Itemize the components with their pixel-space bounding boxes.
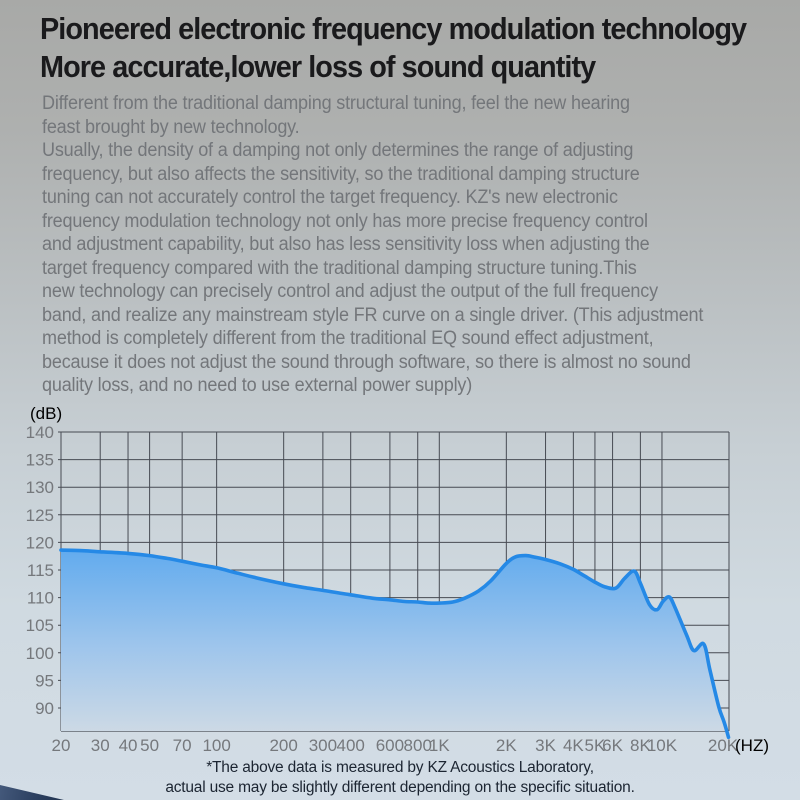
- body-line: quality loss, and no need to use externa…: [42, 375, 473, 396]
- x-tick-label: 30: [91, 736, 110, 755]
- y-tick-label: 105: [26, 616, 54, 635]
- x-tick-label: 400: [337, 736, 365, 755]
- y-tick-label: 125: [26, 506, 54, 525]
- x-tick-label: 10K: [647, 736, 678, 755]
- footnote-line-1: *The above data is measured by KZ Acoust…: [206, 759, 594, 776]
- x-tick-label: 20K: [708, 736, 739, 755]
- y-tick-label: 110: [27, 589, 54, 608]
- body-line: method is completely different from the …: [42, 328, 654, 349]
- y-tick-label: 120: [26, 533, 54, 552]
- body-line: feast brought by new technology.: [42, 116, 300, 138]
- y-tick-label: 130: [26, 478, 54, 497]
- x-tick-label: 200: [269, 736, 297, 755]
- x-tick-label: 20: [52, 736, 71, 755]
- footnote-line-2: actual use may be slightly different dep…: [165, 778, 635, 796]
- body-line: frequency, but also affects the sensitiv…: [42, 163, 640, 185]
- x-tick-label: 40: [119, 736, 138, 755]
- body-line: target frequency compared with the tradi…: [42, 257, 637, 279]
- y-tick-label: 90: [35, 699, 54, 718]
- x-tick-label: 70: [173, 736, 192, 755]
- body-line: frequency modulation technology not only…: [42, 210, 648, 232]
- y-axis-unit-label: (dB): [30, 404, 62, 423]
- x-tick-label: 100: [202, 736, 230, 755]
- body-line: because it does not adjust the sound thr…: [42, 351, 691, 373]
- x-tick-label: 600: [376, 736, 404, 755]
- body-line: Different from the traditional damping s…: [42, 93, 630, 114]
- x-tick-label: 4K: [563, 736, 584, 755]
- body-line: new technology can precisely control and…: [42, 281, 658, 302]
- headline-line-2: More accurate,lower loss of sound quanti…: [40, 49, 596, 84]
- x-tick-label: 800: [404, 736, 432, 755]
- y-tick-label: 135: [26, 451, 54, 470]
- x-tick-label: 50: [140, 736, 159, 755]
- y-tick-label: 140: [26, 423, 54, 442]
- body-line: and adjustment capability, but also has …: [42, 234, 650, 255]
- x-tick-label: 2K: [496, 736, 517, 755]
- x-tick-label: 300: [309, 736, 337, 755]
- x-tick-label: 6K: [602, 736, 623, 755]
- headline: Pioneered electronic frequency modulatio…: [40, 10, 747, 86]
- x-tick-label: 1K: [429, 736, 450, 755]
- body-line: Usually, the density of a damping not on…: [42, 140, 634, 161]
- chart-tick-labels: 140 135 130 125 120 115 110 105 100 95 90 20 30 40 50 7…: [26, 423, 739, 755]
- body-line: band, and realize any mainstream style F…: [42, 304, 704, 326]
- y-tick-label: 95: [35, 671, 54, 690]
- y-tick-label: 115: [27, 561, 54, 580]
- body-text: Different from the traditional damping s…: [42, 92, 703, 398]
- footnote: *The above data is measured by KZ Acoust…: [0, 758, 800, 797]
- x-axis-unit-label: (HZ): [735, 736, 769, 755]
- x-tick-label: 5K: [585, 736, 606, 755]
- x-tick-label: 8K: [630, 736, 651, 755]
- fr-curve: [59, 548, 731, 740]
- body-line: tuning can not accurately control the ta…: [42, 187, 618, 208]
- y-tick-label: 100: [26, 644, 54, 663]
- x-tick-label: 3K: [535, 736, 556, 755]
- headline-line-1: Pioneered electronic frequency modulatio…: [40, 11, 747, 46]
- fr-curve-fill: [61, 550, 729, 738]
